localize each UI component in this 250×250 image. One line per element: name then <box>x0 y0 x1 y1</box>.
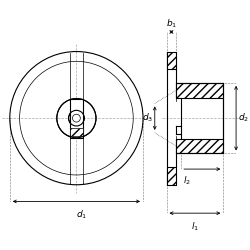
Text: $d_1$: $d_1$ <box>76 208 87 221</box>
Text: $d_2$: $d_2$ <box>238 112 249 124</box>
Bar <box>70 128 83 136</box>
Text: $b_1$: $b_1$ <box>166 18 177 30</box>
Bar <box>176 83 223 98</box>
Bar <box>70 98 83 138</box>
Bar <box>166 167 176 185</box>
Bar <box>166 52 176 69</box>
Text: $d_3$: $d_3$ <box>142 112 153 124</box>
Bar <box>176 139 223 154</box>
Bar <box>176 83 223 98</box>
Bar <box>166 52 176 69</box>
Text: $l_1$: $l_1$ <box>191 220 199 232</box>
Text: $l_2$: $l_2$ <box>183 175 191 188</box>
Bar <box>176 139 223 154</box>
Bar <box>166 167 176 185</box>
